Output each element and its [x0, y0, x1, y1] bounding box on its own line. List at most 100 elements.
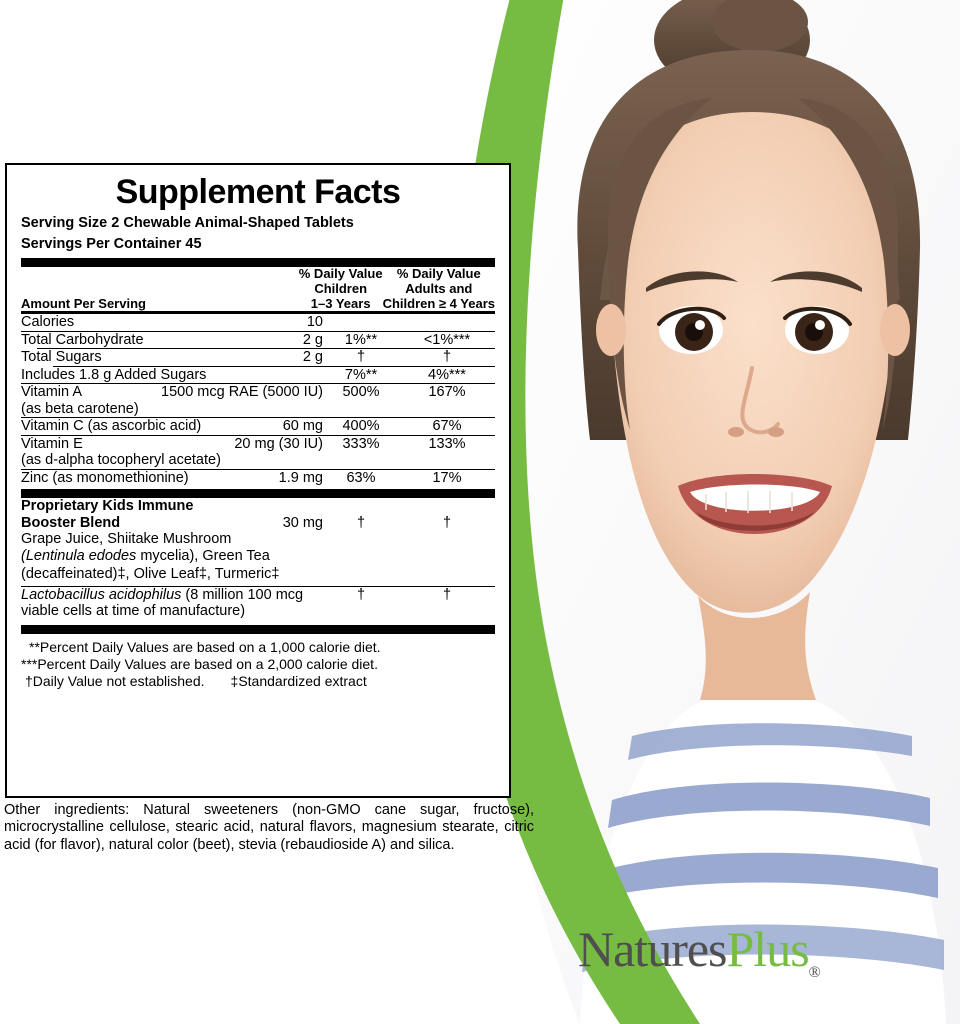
nutrient-amount: 1500 mcg RAE (5000 IU) [161, 384, 323, 401]
registered-trademark-icon: ® [808, 964, 821, 981]
row-divider [21, 468, 495, 470]
table-row: Total Carbohydrate 2 g 1%** <1%*** [21, 332, 495, 349]
nutrient-dv-children: 500% [342, 384, 380, 401]
dv1-line1: % Daily Value [298, 266, 383, 282]
probiotic-name: Lactobacillus acidophilus (8 million 100… [21, 587, 323, 604]
footnote-2000-calorie: ***Percent Daily Values are based on a 2… [21, 656, 378, 673]
nutrient-amount: 20 mg (30 IU) [234, 435, 323, 452]
footnotes-block: **Percent Daily Values are based on a 1,… [21, 639, 495, 690]
nutrient-dv-adults: 17% [432, 469, 462, 486]
nutrient-dv-children: 1%** [344, 331, 378, 348]
header-rule [21, 311, 495, 315]
supplement-facts-panel: Supplement Facts Serving Size 2 Chewable… [5, 163, 511, 798]
dv-header-children: % Daily Value Children 1–3 Years [299, 267, 383, 311]
blend-dv-children: † [356, 514, 366, 531]
nutrient-dv-adults: 4%*** [428, 366, 466, 383]
page-title: Supplement Facts [115, 173, 401, 211]
row-divider [53, 365, 495, 367]
dv1-line3: 1–3 Years [310, 295, 371, 311]
dv-header-adults: % Daily Value Adults and Children ≥ 4 Ye… [383, 267, 495, 311]
nutrient-dv-children: 63% [346, 469, 376, 486]
nutrient-amount: 2 g [302, 349, 323, 366]
table-row: Zinc (as monomethionine) 1.9 mg 63% 17% [21, 470, 495, 487]
smiling-girl-photo [460, 0, 960, 1024]
nutrient-name: Vitamin A [21, 384, 82, 401]
nutrient-amount: 60 mg [282, 418, 323, 435]
dv2-line2: Adults and [405, 281, 473, 297]
header-thick-bar [21, 258, 495, 268]
probiotic-latin-name: Lactobacillus acidophilus [21, 586, 182, 603]
nutrient-name: Total Sugars [21, 349, 102, 366]
row-divider [21, 585, 495, 587]
probiotic-dv-adults: † [442, 586, 452, 603]
row-divider [37, 348, 495, 350]
probiotic-dv-children: † [356, 586, 366, 603]
nutrient-amount: 1.9 mg [278, 469, 323, 486]
servings-per-container-line: Servings Per Container 45 [21, 236, 202, 253]
table-row: Vitamin E 20 mg (30 IU) 333% 133% (as d-… [21, 436, 495, 469]
nutrient-name: Calories [21, 314, 75, 331]
blend-ingredients-line3: (decaffeinated)‡, Olive Leaf‡, Turmeric‡ [21, 565, 280, 582]
brand-name-natures: Natures [578, 921, 727, 977]
nutrient-name: Total Carbohydrate [21, 331, 144, 348]
blend-dv-adults: † [442, 514, 452, 531]
footnote-1000-calorie: **Percent Daily Values are based on a 1,… [29, 639, 381, 656]
probiotic-line2: viable cells at time of manufacture) [21, 603, 246, 620]
nutrient-dv-children [323, 314, 399, 331]
footnote-dagger-line: †Daily Value not established. ‡Standardiz… [21, 673, 495, 690]
footnote-thick-bar [21, 625, 495, 635]
nutrient-dv-adults: 67% [432, 418, 462, 435]
footnote-standardized-extract: ‡Standardized extract [230, 673, 367, 690]
other-ingredients-text: Other ingredients: Natural sweeteners (n… [4, 802, 534, 853]
nutrient-amount: 2 g [302, 331, 323, 348]
nutrient-name: Zinc (as monomethionine) [21, 469, 189, 486]
row-divider [21, 383, 495, 385]
probiotic-row: Lactobacillus acidophilus (8 million 100… [21, 587, 495, 604]
nutrition-table: Amount Per Serving % Daily Value Childre… [21, 267, 495, 311]
nutrient-dv-adults: 167% [428, 384, 466, 401]
blend-latin-name: (Lentinula edodes [21, 548, 137, 565]
table-row: Total Sugars 2 g † † [21, 349, 495, 366]
girl-portrait-illustration [488, 0, 960, 1024]
blend-amount: 30 mg [282, 514, 323, 531]
blend-ingredients-line2: (Lentinula edodes mycelia), Green Tea [21, 548, 495, 565]
table-row: Includes 1.8 g Added Sugars 7%** 4%*** [21, 367, 495, 384]
blend-thick-bar [21, 489, 495, 499]
nutrient-name: Vitamin E [21, 435, 83, 452]
table-row: Vitamin C (as ascorbic acid) 60 mg 400% … [21, 418, 495, 435]
nutrient-name: Vitamin C (as ascorbic acid) [21, 418, 202, 435]
amount-per-serving-header: Amount Per Serving [21, 295, 146, 311]
table-row: Calories 10 [21, 314, 495, 331]
nutrient-dv-adults [399, 314, 495, 331]
dv2-line3: Children ≥ 4 Years [382, 295, 495, 311]
nutrient-amount: 10 [306, 314, 323, 331]
nutrient-subtext: (as beta carotene) [21, 400, 139, 417]
proprietary-blend-row: Proprietary Kids Immune Booster Blend 30… [21, 498, 495, 531]
dv2-line1: % Daily Value [396, 266, 481, 282]
nutrient-dv-children: † [356, 349, 366, 366]
nutrient-dv-children: 333% [342, 435, 380, 452]
row-divider [21, 434, 495, 436]
footnote-dv-not-established: †Daily Value not established. [25, 673, 205, 690]
nutrient-subtext: (as d-alpha tocopheryl acetate) [21, 452, 221, 469]
table-header-row: Amount Per Serving % Daily Value Childre… [21, 267, 495, 311]
nutrient-dv-adults: † [442, 349, 452, 366]
nutrient-dv-adults: <1%*** [423, 331, 471, 348]
blend-name: Proprietary Kids Immune Booster Blend [21, 498, 194, 531]
row-divider [21, 330, 495, 332]
nutrient-dv-children: 400% [342, 418, 380, 435]
blend-line2-rest: mycelia), Green Tea [136, 548, 270, 565]
dv1-line2: Children [314, 281, 368, 297]
table-row: Vitamin A 1500 mcg RAE (5000 IU) 500% 16… [21, 384, 495, 417]
nutrient-name: Includes 1.8 g Added Sugars [21, 366, 207, 383]
row-divider [21, 417, 495, 419]
nutrient-amount [237, 367, 323, 384]
blend-ingredients-line1: Grape Juice, Shiitake Mushroom [21, 531, 232, 548]
nutrient-dv-adults: 133% [428, 435, 466, 452]
nutrient-dv-children: 7%** [344, 366, 378, 383]
brand-name-plus: Plus [726, 921, 810, 977]
serving-size-line: Serving Size 2 Chewable Animal-Shaped Ta… [21, 214, 354, 231]
probiotic-name-rest: (8 million 100 mcg [181, 586, 304, 603]
brand-logo: NaturesPlus® [578, 920, 821, 982]
